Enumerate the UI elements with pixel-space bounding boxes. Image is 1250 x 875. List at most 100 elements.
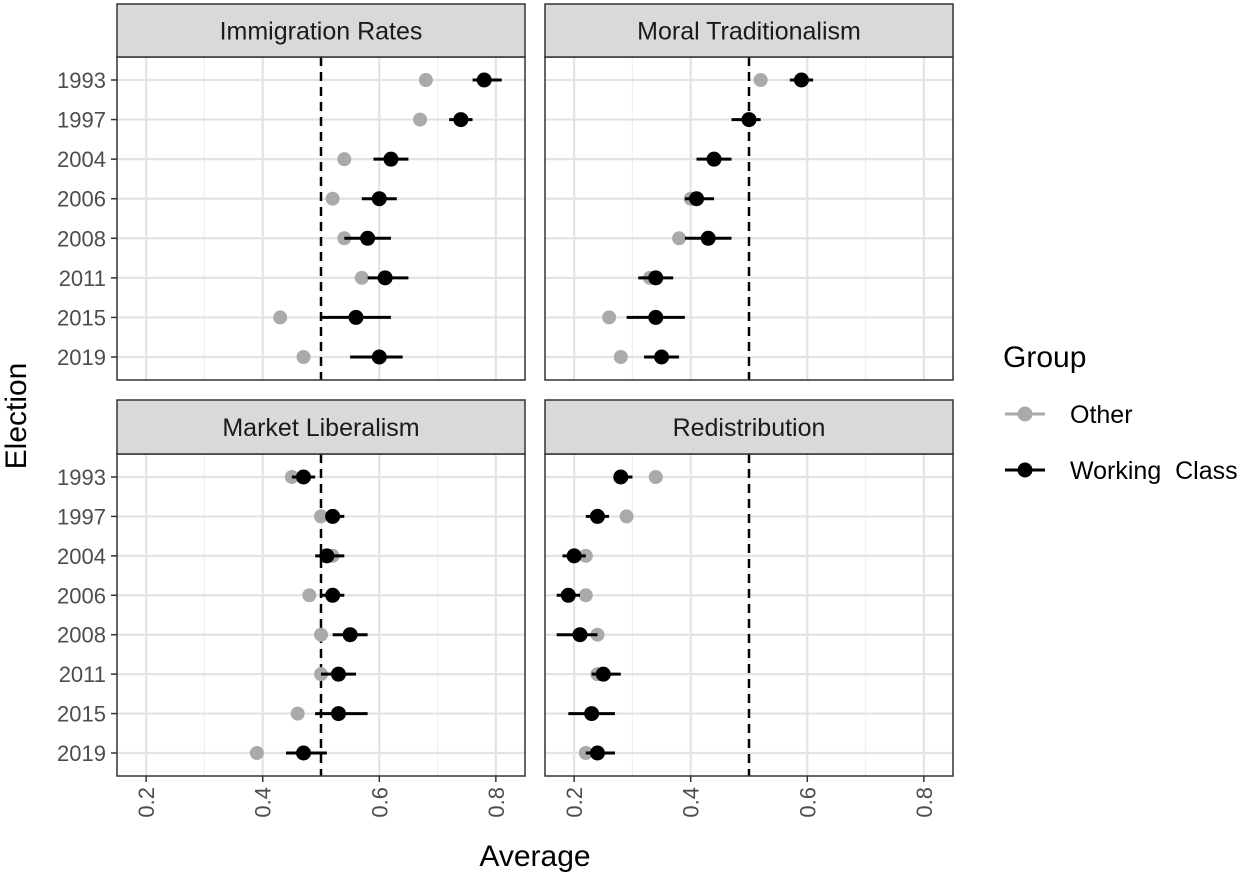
x-tick-label: 0.4 xyxy=(679,787,704,818)
y-tick-label: 2008 xyxy=(57,226,106,251)
point-working-class-1997 xyxy=(741,112,757,128)
point-working-class-2006 xyxy=(689,191,705,207)
axes: 1993 1997 2004 2006 2008 2011 2015 2019 1993 1997… xyxy=(57,68,937,818)
x-tick-label: 0.8 xyxy=(484,787,509,818)
point-other-2015 xyxy=(290,706,305,721)
point-working-class-2019 xyxy=(589,745,605,761)
point-working-class-1997 xyxy=(589,508,605,524)
point-working-class-2019 xyxy=(296,745,312,761)
strip-background xyxy=(116,3,526,58)
x-tick-label: 0.4 xyxy=(251,787,276,818)
y-tick-label: 2019 xyxy=(57,741,106,766)
panels: Immigration Rates Moral Traditionalism Mar… xyxy=(116,3,954,777)
y-tick-label: 1997 xyxy=(57,504,106,529)
y-tick-label: 2004 xyxy=(57,147,106,172)
strip-title: Redistribution xyxy=(673,414,826,442)
point-other-2019 xyxy=(249,746,264,760)
strip-background xyxy=(116,399,526,455)
x-tick-label: 0.6 xyxy=(367,787,392,818)
point-other-2019 xyxy=(613,350,628,364)
y-tick-label: 2008 xyxy=(57,623,106,648)
strip-title: Immigration Rates xyxy=(220,18,423,46)
point-working-class-2008 xyxy=(572,627,588,643)
legend-key-point xyxy=(1017,406,1033,422)
legend-label: Other xyxy=(1070,401,1133,429)
point-working-class-1997 xyxy=(453,112,469,128)
point-other-1997 xyxy=(619,509,634,524)
point-working-class-2015 xyxy=(584,706,600,722)
y-tick-label: 1997 xyxy=(57,108,106,133)
point-working-class-2008 xyxy=(342,627,358,643)
y-tick-label: 2011 xyxy=(59,662,106,687)
point-other-1993 xyxy=(753,73,768,87)
legend-title: Group xyxy=(1003,341,1086,374)
point-working-class-2006 xyxy=(371,191,387,207)
y-tick-label: 2006 xyxy=(57,583,106,608)
x-tick-label: 0.8 xyxy=(912,787,937,818)
y-tick-label: 2019 xyxy=(57,345,106,370)
point-working-class-1993 xyxy=(476,72,492,88)
point-working-class-2004 xyxy=(383,151,399,167)
strip-title: Moral Traditionalism xyxy=(637,18,861,46)
legend-entries: Other Working Class xyxy=(1005,401,1238,485)
legend: Group Other Working Class xyxy=(1003,341,1238,485)
strip-title: Market Liberalism xyxy=(222,414,419,442)
point-working-class-1993 xyxy=(613,469,629,485)
y-axis-title: Election xyxy=(0,363,33,470)
legend-key-point xyxy=(1017,462,1033,478)
x-tick-label: 0.6 xyxy=(795,787,820,818)
x-tick-label: 0.2 xyxy=(562,787,587,818)
point-working-class-2004 xyxy=(566,548,582,564)
point-working-class-2011 xyxy=(330,666,346,682)
point-other-2011 xyxy=(354,270,369,285)
point-working-class-2008 xyxy=(360,230,376,246)
point-other-2015 xyxy=(273,310,288,325)
point-other-2019 xyxy=(296,350,311,364)
legend-label: Working Class xyxy=(1070,457,1238,485)
point-other-1993 xyxy=(648,470,663,484)
point-working-class-2011 xyxy=(648,270,664,286)
point-working-class-2019 xyxy=(371,349,387,365)
point-working-class-1993 xyxy=(793,72,809,88)
point-working-class-2015 xyxy=(648,309,664,325)
strip-background xyxy=(544,399,954,455)
y-tick-label: 2015 xyxy=(57,702,106,727)
legend-entry-working-class: Working Class xyxy=(1005,457,1238,485)
point-other-2006 xyxy=(302,588,317,603)
point-working-class-2006 xyxy=(560,587,576,603)
panel-moral-traditionalism: Moral Traditionalism xyxy=(544,3,954,381)
point-other-2006 xyxy=(578,588,593,603)
y-tick-label: 2006 xyxy=(57,187,106,212)
point-working-class-1993 xyxy=(296,469,312,485)
point-working-class-2008 xyxy=(700,230,716,246)
point-other-2008 xyxy=(672,231,687,246)
panel-redistribution: Redistribution xyxy=(544,399,954,777)
point-other-1997 xyxy=(314,509,328,524)
point-other-1993 xyxy=(418,73,433,87)
point-working-class-2019 xyxy=(654,349,670,365)
y-tick-label: 2004 xyxy=(57,544,106,569)
point-working-class-2011 xyxy=(377,270,393,286)
point-other-1997 xyxy=(413,112,428,127)
point-working-class-2011 xyxy=(595,666,611,682)
point-working-class-2006 xyxy=(325,587,341,603)
point-working-class-1997 xyxy=(325,508,341,524)
point-other-2008 xyxy=(314,627,328,642)
y-tick-label: 2011 xyxy=(59,266,106,291)
x-tick-label: 0.2 xyxy=(134,787,159,818)
point-working-class-2004 xyxy=(319,548,335,564)
y-tick-label: 1993 xyxy=(57,68,106,93)
legend-entry-other: Other xyxy=(1005,401,1133,429)
panel-immigration-rates: Immigration Rates xyxy=(116,3,526,381)
point-working-class-2004 xyxy=(706,151,722,167)
point-other-2006 xyxy=(325,191,340,206)
y-tick-label: 1993 xyxy=(57,465,106,490)
point-working-class-2015 xyxy=(348,309,364,325)
point-other-2015 xyxy=(602,310,617,325)
panel-market-liberalism: Market Liberalism xyxy=(116,399,526,777)
x-axis-title: Average xyxy=(479,840,590,873)
point-other-2004 xyxy=(337,152,352,167)
point-working-class-2015 xyxy=(330,706,346,722)
strip-background xyxy=(544,3,954,58)
